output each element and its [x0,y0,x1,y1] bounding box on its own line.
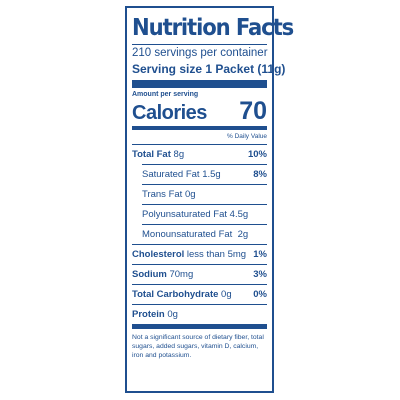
nutrition-facts-label: Nutrition Facts 210 servings per contain… [125,6,294,393]
nutrient-amount: 2g [237,229,249,240]
calories-label: Calories [132,102,207,124]
nutrient-dv: 10% [247,149,267,160]
row-sodium: Sodium 70mg 3% [132,264,267,284]
nutrient-amount: 0g [221,289,232,300]
nutrient-name: Polyunsaturated Fat [142,209,228,220]
thick-divider-bottom [132,324,267,329]
thick-divider [132,80,267,88]
calories-row: Calories 70 [132,97,267,125]
label-title: Nutrition Facts [132,15,294,41]
daily-value-header: % Daily Value [227,133,267,140]
row-cholesterol: Cholesterol less than 5mg 1% [132,244,267,264]
nutrient-dv: 8% [253,169,267,180]
row-total-carbohydrate: Total Carbohydrate 0g 0% [132,284,267,304]
row-total-fat: Total Fat 8g 10% [132,144,267,164]
nutrient-amount: 4.5g [229,209,249,220]
nutrient-name: Monounsaturated Fat [142,229,233,240]
nutrient-dv: 1% [253,249,267,260]
servings-per-container: 210 servings per container [132,47,268,59]
row-polyunsaturated-fat: Polyunsaturated Fat 4.5g [142,204,267,224]
calories-value: 70 [239,97,267,125]
divider [132,44,267,45]
nutrient-amount: 1.5g [202,169,221,180]
row-trans-fat: Trans Fat 0g [142,184,267,204]
row-monounsaturated-fat: Monounsaturated Fat 2g [142,224,267,244]
nutrient-name: Protein [132,309,165,320]
nutrient-dv: 0% [253,289,267,300]
nutrient-name: Total Carbohydrate [132,289,219,300]
nutrient-name: Total Fat [132,149,171,160]
row-protein: Protein 0g [132,304,267,324]
nutrient-amount: 0g [167,309,178,320]
nutrient-name: Saturated Fat [142,169,200,180]
footnote: Not a significant source of dietary fibe… [132,334,264,359]
nutrient-name: Trans Fat [142,189,183,200]
nutrient-amount: 8g [173,149,185,160]
nutrient-dv: 3% [253,269,267,280]
nutrient-amount: less than 5mg [186,249,247,260]
nutrient-name: Cholesterol [132,249,185,260]
nutrient-amount: 70mg [169,269,194,280]
serving-size: Serving size 1 Packet (11g) [132,62,286,76]
row-saturated-fat: Saturated Fat 1.5g 8% [142,164,267,184]
amount-per-serving: Amount per serving [132,91,199,98]
medium-divider [132,126,267,130]
nutrient-amount: 0g [184,189,196,200]
nutrient-name: Sodium [132,269,167,280]
